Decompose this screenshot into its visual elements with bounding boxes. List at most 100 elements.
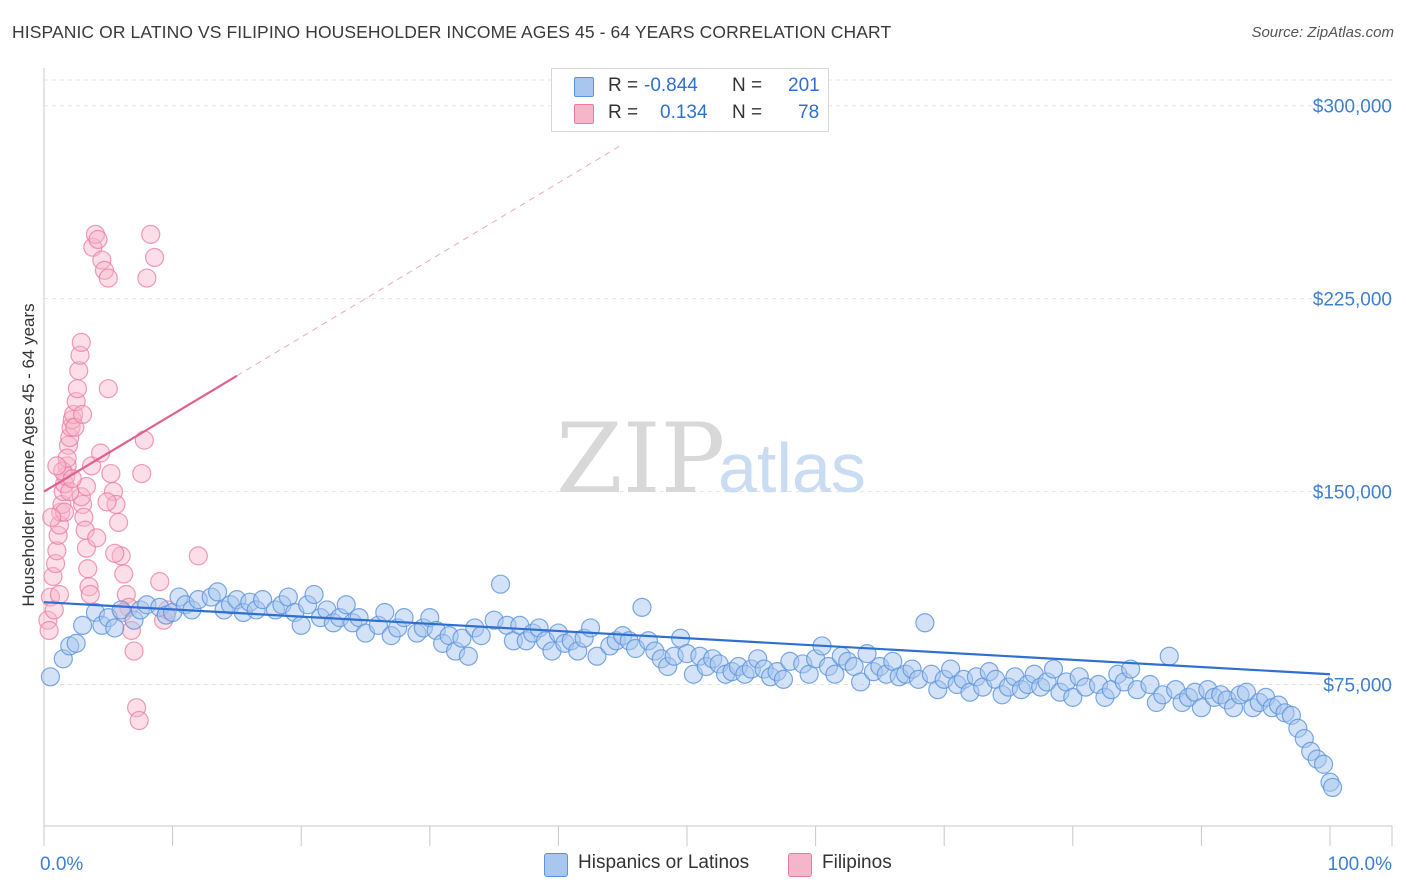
- source-label: Source: ZipAtlas.com: [1251, 24, 1394, 41]
- filipino-point: [114, 564, 134, 584]
- hispanic-point: [1159, 646, 1179, 666]
- hispanic-point: [253, 590, 273, 610]
- axes: [43, 68, 1393, 846]
- legend-r-label: R =: [608, 75, 639, 96]
- x-tick-label-max: 100.0%: [1328, 854, 1393, 875]
- chart-title: HISPANIC OR LATINO VS FILIPINO HOUSEHOLD…: [12, 22, 892, 42]
- hispanic-point: [851, 672, 871, 692]
- filipino-point: [42, 507, 62, 527]
- filipino-point: [69, 361, 89, 381]
- legend-r-value: -0.844: [644, 75, 698, 96]
- hispanic-point: [458, 646, 478, 666]
- hispanic-point: [773, 669, 794, 689]
- hispanic-point: [375, 602, 395, 623]
- legend-r-label: R =: [608, 102, 639, 123]
- filipino-point: [47, 541, 67, 561]
- hispanic-point: [40, 667, 61, 687]
- hispanic-point: [1140, 674, 1160, 695]
- filipino-trend-line: [43, 374, 238, 493]
- filipino-point: [137, 268, 157, 288]
- y-tick-label: $300,000: [1313, 97, 1392, 118]
- filipino-point: [97, 492, 117, 512]
- filipino-point: [134, 430, 154, 450]
- filipino-point: [78, 559, 98, 579]
- filipino-point: [144, 247, 165, 268]
- filipino-point: [124, 641, 144, 661]
- filipino-trend-extension: [236, 143, 623, 377]
- hispanic-legend-swatch: [544, 853, 568, 877]
- filipino-swatch: [574, 104, 594, 124]
- watermark: ZIP atlas: [556, 403, 866, 515]
- hispanic-point: [471, 626, 491, 646]
- filipino-point: [48, 525, 68, 545]
- hispanic-point: [336, 595, 356, 615]
- hispanic-point: [304, 584, 324, 605]
- hispanic-point: [915, 613, 935, 633]
- filipino-point: [80, 584, 100, 605]
- filipino-point: [101, 463, 121, 484]
- hispanic-point: [1322, 777, 1343, 798]
- filipino-point: [150, 572, 170, 592]
- hispanic-points: [40, 574, 1343, 798]
- filipino-point: [44, 600, 64, 620]
- hispanic-point: [105, 618, 125, 638]
- hispanic-point: [1043, 659, 1064, 679]
- filipino-point: [67, 379, 88, 399]
- watermark-atlas: atlas: [718, 429, 866, 507]
- hispanic-point: [1313, 754, 1334, 774]
- filipino-point: [47, 456, 67, 476]
- hispanic-point: [1191, 698, 1212, 718]
- filipino-point: [72, 404, 93, 425]
- y-tick-label: $75,000: [1323, 676, 1392, 697]
- x-tick-label-min: 0.0%: [40, 854, 83, 875]
- hispanic-point: [208, 582, 228, 602]
- filipino-point: [39, 620, 59, 641]
- hispanic-point: [1121, 659, 1141, 679]
- filipino-point: [132, 463, 152, 484]
- filipino-point: [87, 528, 107, 548]
- filipino-point: [188, 546, 208, 566]
- hispanic-swatch: [574, 77, 594, 97]
- trend-lines: [43, 143, 1331, 676]
- hispanic-point: [394, 608, 414, 628]
- filipino-point: [88, 229, 108, 250]
- hispanic-point: [452, 628, 472, 648]
- legend-n-label: N =: [732, 102, 763, 123]
- filipino-point: [38, 610, 58, 630]
- y-tick-label: $225,000: [1313, 290, 1392, 311]
- filipino-point: [98, 268, 118, 288]
- filipino-point: [85, 224, 106, 244]
- filipino-point: [141, 224, 161, 244]
- hispanic-point: [490, 574, 511, 594]
- hispanic-legend-label: Hispanics or Latinos: [578, 852, 750, 873]
- legend-n-value: 201: [788, 75, 820, 96]
- filipino-point: [71, 332, 91, 352]
- hispanic-trend-line: [43, 601, 1331, 676]
- filipino-point: [129, 710, 149, 731]
- hispanic-point: [587, 646, 607, 666]
- filipino-point: [79, 577, 99, 597]
- filipino-point: [108, 512, 129, 533]
- hispanic-point: [825, 664, 845, 684]
- filipino-legend-label: Filipinos: [822, 852, 892, 873]
- filipino-point: [57, 448, 77, 468]
- hispanic-point: [72, 615, 93, 635]
- hispanic-point: [66, 633, 86, 653]
- y-tick-label: $150,000: [1313, 483, 1392, 504]
- filipino-point: [62, 469, 82, 489]
- legend-n-value: 78: [798, 102, 820, 123]
- legend-n-label: N =: [732, 75, 763, 96]
- filipino-point: [54, 502, 75, 522]
- filipino-point: [71, 487, 91, 507]
- filipino-point: [76, 538, 97, 558]
- filipino-point: [98, 379, 118, 399]
- correlation-legend: R = -0.844 N = 201 R = 0.134 N = 78: [551, 68, 829, 132]
- filipino-point: [49, 584, 70, 605]
- hispanic-point: [291, 615, 311, 635]
- filipino-point: [105, 543, 125, 563]
- legend-r-value: 0.134: [660, 102, 708, 123]
- hispanic-point: [632, 597, 652, 617]
- hispanic-point: [1063, 687, 1083, 707]
- watermark-zip: ZIP: [556, 403, 725, 515]
